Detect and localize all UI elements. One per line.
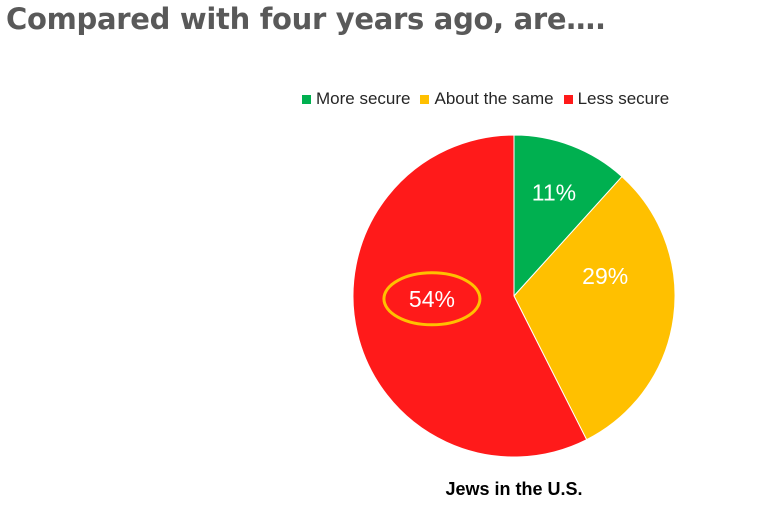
legend-item-more-secure: More secure bbox=[302, 89, 410, 109]
legend-label-more-secure: More secure bbox=[316, 89, 411, 108]
legend-item-about-the-same: About the same bbox=[420, 89, 554, 109]
chart-category-label: Jews in the U.S. bbox=[445, 479, 583, 499]
legend-swatch-less-secure bbox=[563, 94, 573, 104]
highlight-ellipse bbox=[382, 271, 482, 327]
pie-slice-about-the-same bbox=[513, 175, 676, 441]
data-label-less-secure: 54% bbox=[409, 286, 455, 312]
legend-label-less-secure: Less secure bbox=[577, 89, 670, 108]
legend-label-about-the-same: About the same bbox=[434, 89, 554, 108]
chart-legend: More secure About the same Less secure bbox=[302, 89, 679, 109]
data-label-more-secure: 11% bbox=[532, 179, 576, 205]
pie-slice-less-secure bbox=[352, 134, 588, 458]
data-label-about-the-same: 29% bbox=[582, 263, 628, 289]
pie-slice-more-secure bbox=[513, 134, 623, 298]
legend-swatch-more-secure bbox=[302, 94, 311, 104]
page-title: Compared with four years ago, are…. bbox=[6, 2, 606, 36]
legend-item-less-secure: Less secure bbox=[563, 89, 670, 109]
legend-swatch-about-the-same bbox=[420, 94, 430, 104]
